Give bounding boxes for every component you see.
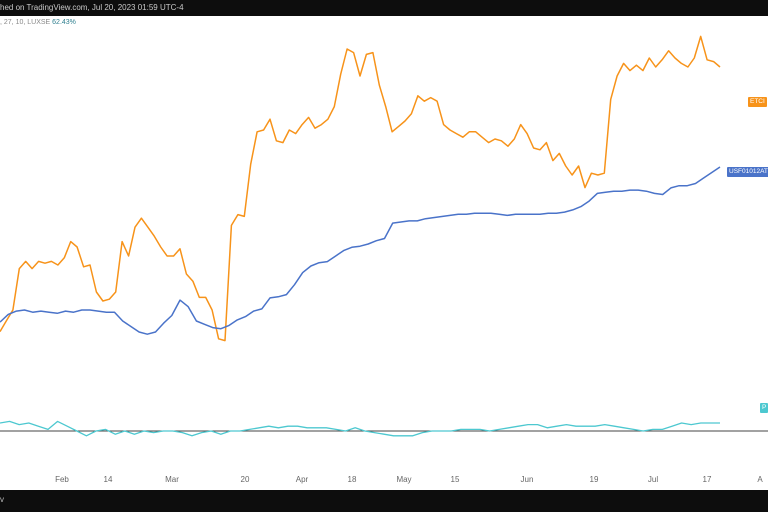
oscillator-line bbox=[0, 420, 720, 437]
publish-text: hed on TradingView.com, Jul 20, 2023 01:… bbox=[0, 3, 184, 12]
chart-svg: Feb 14 Mar 20 Apr 18 May 15 Jun 19 Jul 17 A bbox=[0, 35, 768, 484]
x-tick-label: 17 bbox=[703, 475, 712, 484]
x-tick-label: Mar bbox=[165, 475, 179, 484]
bottom-bar: v bbox=[0, 490, 768, 512]
x-tick-label: 18 bbox=[348, 475, 357, 484]
x-tick-label: 20 bbox=[241, 475, 250, 484]
x-tick-label: Apr bbox=[296, 475, 309, 484]
x-tick-label: 15 bbox=[451, 475, 460, 484]
btc-price-tag: ETCI bbox=[748, 97, 767, 107]
btc-price-line bbox=[0, 35, 721, 342]
footer-text: v bbox=[0, 495, 4, 504]
x-tick-label: Jul bbox=[648, 475, 658, 484]
x-tick-label: A bbox=[757, 475, 763, 484]
indicator-value: 62.43% bbox=[52, 19, 76, 26]
x-tick-label: Feb bbox=[55, 475, 69, 484]
chart-area[interactable]: , 27, 10, LUXSE 62.43% Feb 14 Mar 20 Apr 18 Ma… bbox=[0, 16, 768, 490]
x-tick-label: 14 bbox=[104, 475, 113, 484]
x-tick-label: May bbox=[396, 475, 411, 484]
oscillator-tag: P bbox=[760, 403, 768, 413]
x-tick-label: 19 bbox=[590, 475, 599, 484]
dxy-price-tag: USF01012AT bbox=[727, 167, 768, 177]
publish-info-bar: hed on TradingView.com, Jul 20, 2023 01:… bbox=[0, 0, 768, 16]
dxy-yield-line bbox=[0, 166, 721, 335]
indicator-params: , 27, 10, LUXSE bbox=[0, 19, 51, 26]
x-tick-label: Jun bbox=[521, 475, 534, 484]
indicator-legend: , 27, 10, LUXSE 62.43% bbox=[0, 19, 76, 26]
